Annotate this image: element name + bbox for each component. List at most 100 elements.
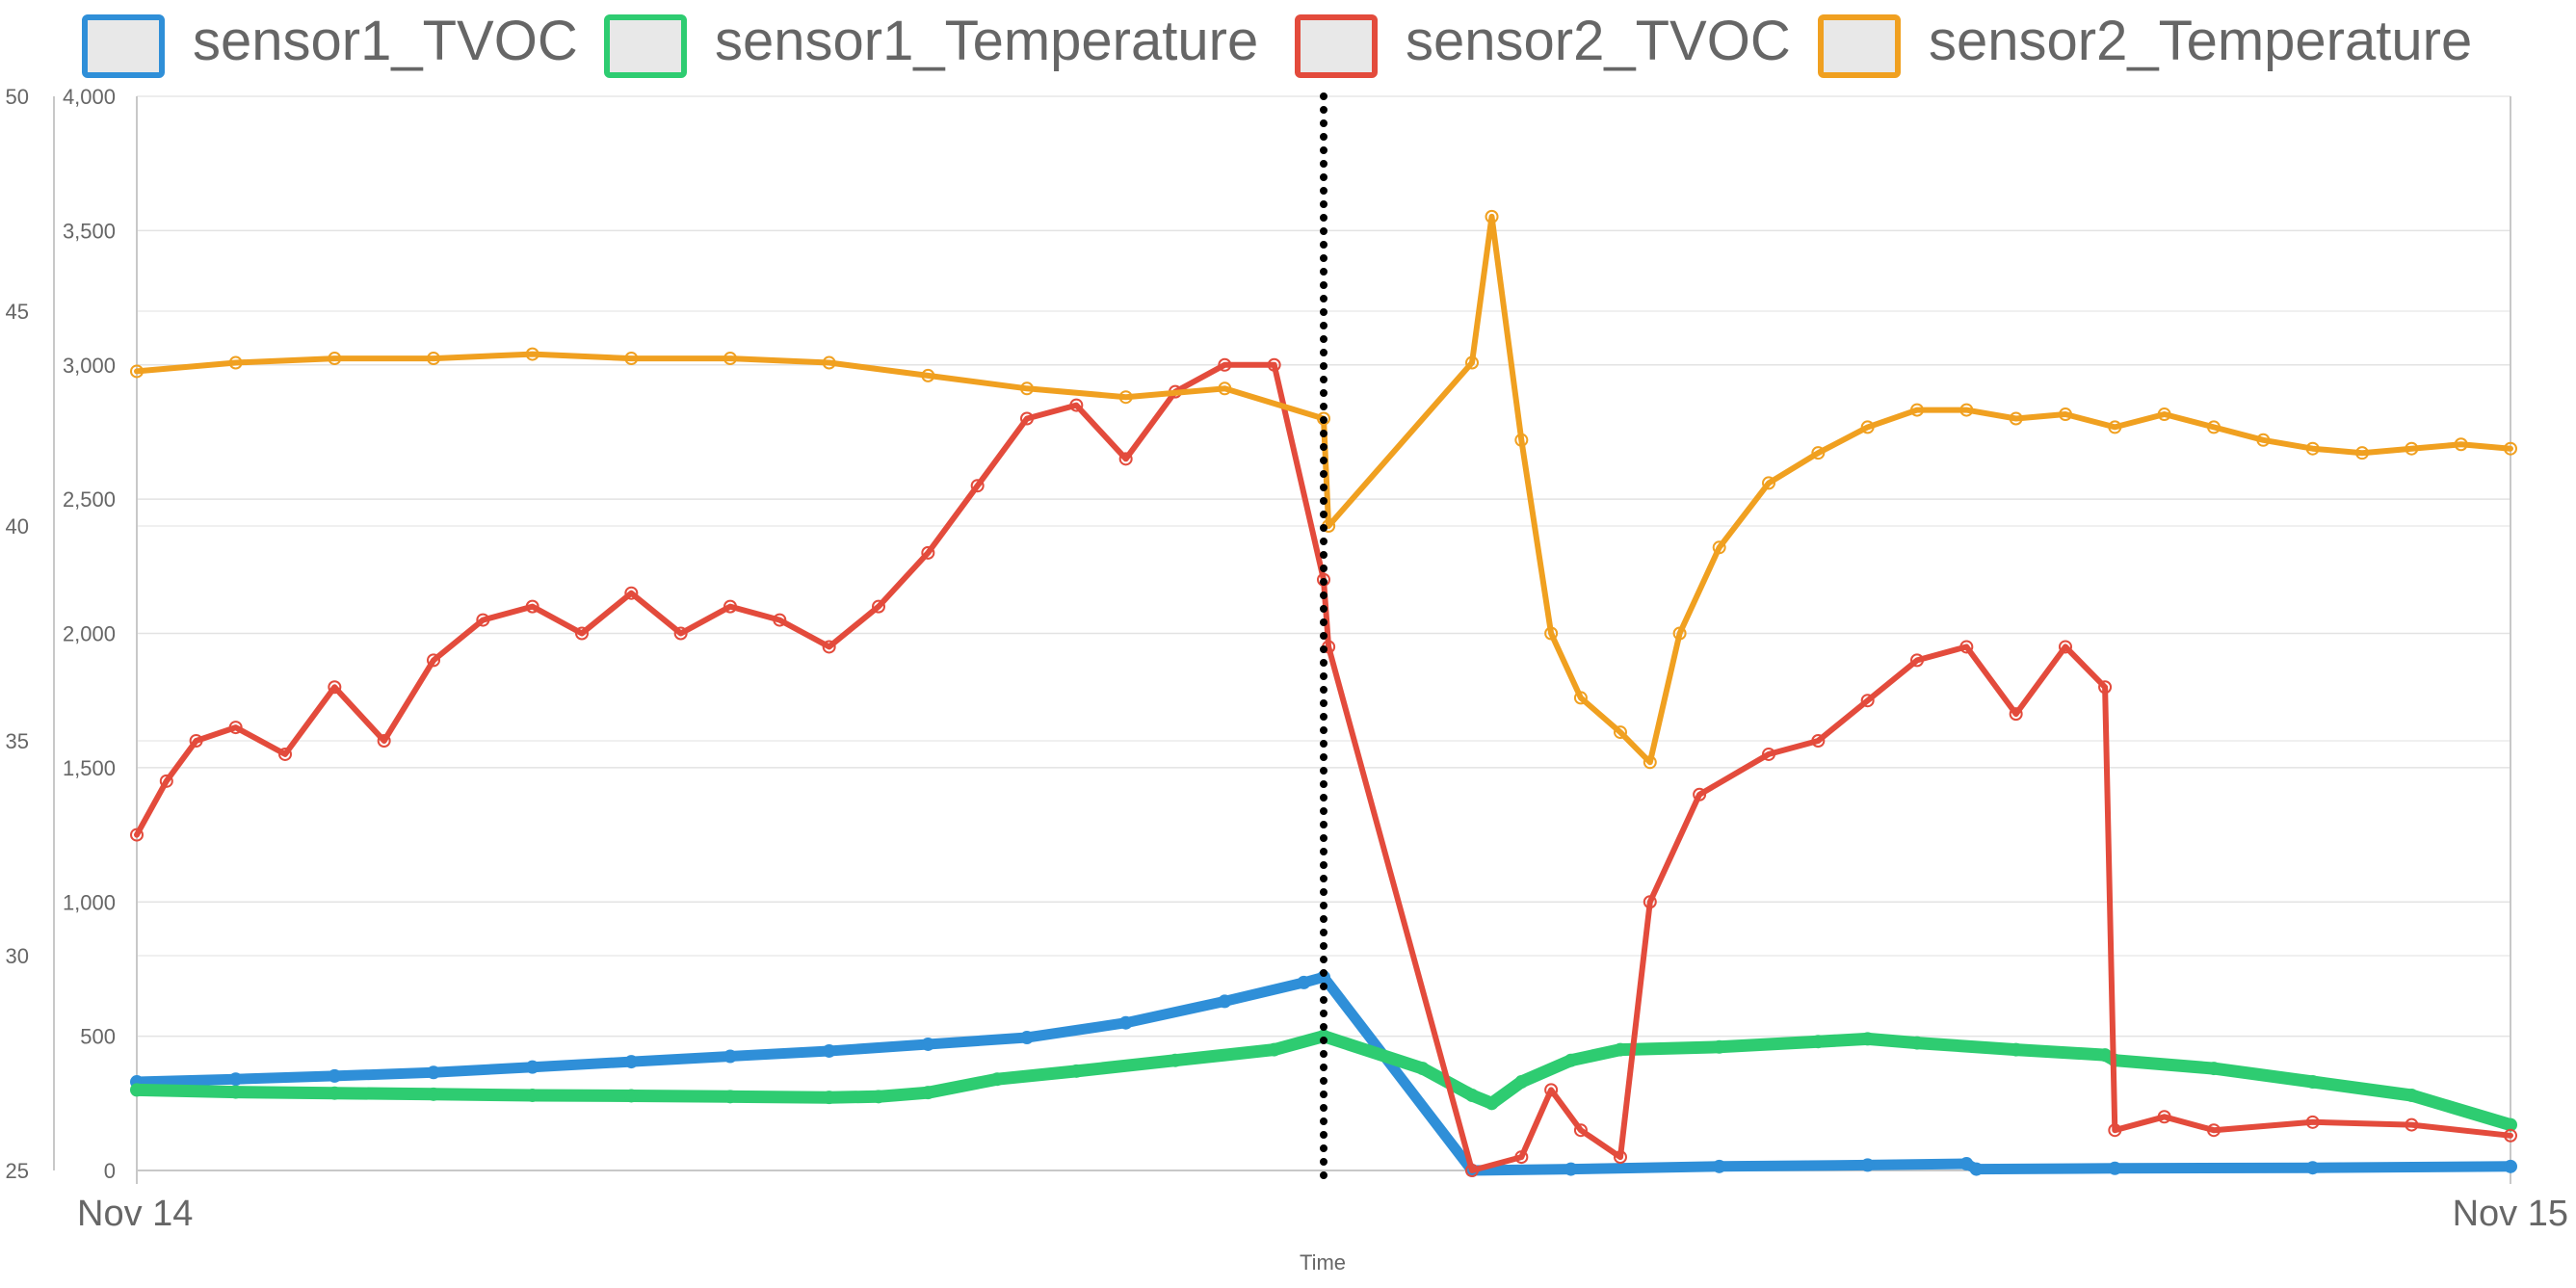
data-point-sensor1_Temperature	[1485, 1096, 1499, 1111]
data-point-sensor1_TVOC	[2504, 1159, 2517, 1173]
data-point-sensor2_Temperature	[1514, 433, 1529, 447]
y-left-tick-label: 40	[6, 514, 29, 539]
series-line-sensor2_TVOC	[134, 361, 2513, 1173]
data-point-sensor2_Temperature	[2059, 407, 2072, 422]
data-point-sensor1_Temperature	[1169, 1053, 1182, 1067]
legend-label[interactable]: sensor1_TVOC	[193, 10, 578, 72]
legend-item-sensor2_Temperature[interactable]: sensor2_Temperature	[1818, 10, 2472, 78]
legend-label[interactable]: sensor2_Temperature	[1929, 10, 2472, 72]
data-point-sensor1_TVOC	[1712, 1159, 1726, 1173]
data-point-sensor2_Temperature	[1811, 446, 1826, 460]
y-left-tick-label: 25	[6, 1159, 29, 1183]
y-right-tick-label: 2,500	[63, 487, 116, 512]
data-point-sensor2_TVOC	[525, 599, 539, 614]
data-point-sensor2_Temperature	[1118, 390, 1133, 405]
data-point-sensor1_Temperature	[1415, 1062, 1430, 1076]
data-point-sensor2_TVOC	[328, 680, 342, 695]
data-point-sensor1_TVOC	[2305, 1161, 2320, 1175]
series-lines	[130, 209, 2517, 1177]
legend-swatch[interactable]	[604, 14, 687, 78]
y-right-tick-label: 500	[80, 1025, 116, 1049]
y-right-tick-label: 2,000	[63, 622, 116, 646]
x-tick-label: Nov 14	[77, 1194, 193, 1234]
legend-item-sensor1_TVOC[interactable]: sensor1_TVOC	[82, 10, 578, 78]
data-point-sensor2_TVOC	[2504, 1128, 2517, 1143]
y-left-tick-label: 50	[6, 85, 29, 109]
data-point-sensor1_Temperature	[1267, 1042, 1281, 1057]
legend-label[interactable]: sensor1_Temperature	[715, 10, 1258, 72]
y-right-tick-label: 0	[104, 1159, 116, 1183]
data-point-sensor2_TVOC	[723, 599, 737, 614]
legend[interactable]: sensor1_TVOC sensor1_Temperature sensor2_T…	[82, 10, 2472, 78]
data-point-sensor2_TVOC	[2059, 640, 2072, 654]
data-point-sensor2_Temperature	[2504, 441, 2517, 456]
legend-item-sensor1_Temperature[interactable]: sensor1_Temperature	[604, 10, 1258, 78]
data-point-sensor2_Temperature	[2405, 441, 2419, 456]
data-point-sensor2_Temperature	[921, 368, 935, 382]
data-point-sensor1_Temperature	[624, 1089, 639, 1103]
data-point-sensor1_TVOC	[1860, 1158, 1875, 1172]
data-point-sensor2_TVOC	[1643, 895, 1657, 909]
data-point-sensor1_Temperature	[1712, 1039, 1726, 1054]
data-point-sensor2_Temperature	[1959, 403, 1974, 417]
data-point-sensor1_TVOC	[525, 1060, 539, 1074]
data-point-sensor1_TVOC	[624, 1055, 639, 1069]
data-point-sensor2_Temperature	[228, 355, 243, 370]
data-point-sensor1_TVOC	[822, 1043, 836, 1058]
data-point-sensor2_Temperature	[1317, 411, 1330, 426]
y-left-tick-label: 30	[6, 944, 29, 968]
data-point-sensor2_Temperature	[328, 352, 342, 366]
data-point-sensor1_Temperature	[990, 1072, 1005, 1087]
y-right-tick-label: 3,000	[63, 354, 116, 378]
data-point-sensor2_Temperature	[1544, 626, 1559, 641]
data-point-sensor2_TVOC	[773, 613, 787, 627]
data-point-sensor2_Temperature	[130, 364, 144, 379]
data-point-sensor2_TVOC	[822, 640, 836, 654]
data-point-sensor2_Temperature	[1712, 540, 1726, 555]
data-point-sensor1_Temperature	[1860, 1032, 1875, 1046]
data-point-sensor1_TVOC	[921, 1037, 935, 1051]
data-point-sensor2_Temperature	[2305, 441, 2320, 456]
data-point-sensor1_Temperature	[1514, 1075, 1529, 1090]
data-point-sensor1_Temperature	[2207, 1062, 2221, 1076]
y-left-tick-label: 45	[6, 300, 29, 324]
data-point-sensor1_TVOC	[1297, 975, 1311, 989]
legend-swatch[interactable]	[1818, 14, 1901, 78]
data-point-sensor2_TVOC	[673, 626, 688, 641]
data-point-sensor1_TVOC	[427, 1065, 440, 1080]
data-point-sensor2_TVOC	[1218, 357, 1232, 372]
legend-item-sensor2_TVOC[interactable]: sensor2_TVOC	[1295, 10, 1791, 78]
data-point-sensor2_TVOC	[377, 734, 391, 748]
x-axis-title: Time	[1300, 1250, 1346, 1275]
data-point-sensor1_Temperature	[1614, 1042, 1627, 1057]
data-point-sensor2_Temperature	[723, 352, 737, 366]
data-point-sensor1_TVOC	[1118, 1015, 1133, 1030]
data-point-sensor2_Temperature	[2355, 446, 2369, 460]
data-point-sensor1_TVOC	[723, 1049, 737, 1064]
data-point-sensor2_Temperature	[2256, 433, 2271, 447]
data-point-sensor2_TVOC	[2157, 1110, 2171, 1124]
legend-swatch[interactable]	[1295, 14, 1378, 78]
legend-swatch[interactable]	[82, 14, 165, 78]
data-point-sensor2_Temperature	[1910, 403, 1924, 417]
data-point-sensor2_TVOC	[1573, 1123, 1588, 1138]
data-point-sensor1_TVOC	[1969, 1162, 1984, 1176]
data-point-sensor2_Temperature	[2108, 420, 2122, 434]
axes: 0 500 1,000 1,500 2,000 2,500 3,000 3,500 4,000 2…	[6, 85, 2568, 1234]
data-point-sensor1_TVOC	[2108, 1161, 2122, 1175]
data-point-sensor2_TVOC	[476, 613, 490, 627]
data-point-sensor1_Temperature	[2405, 1088, 2419, 1102]
data-point-sensor2_Temperature	[1762, 476, 1775, 490]
data-point-sensor1_TVOC	[1218, 994, 1232, 1009]
data-point-sensor2_TVOC	[575, 626, 589, 641]
data-point-sensor1_TVOC	[328, 1068, 342, 1083]
data-point-sensor2_Temperature	[1573, 691, 1588, 705]
data-point-sensor1_Temperature	[228, 1085, 243, 1099]
legend-label[interactable]: sensor2_TVOC	[1406, 10, 1791, 72]
data-point-sensor1_Temperature	[1910, 1036, 1924, 1050]
y-left-tick-label: 35	[6, 729, 29, 753]
data-point-sensor2_TVOC	[1069, 398, 1084, 412]
data-point-sensor2_TVOC	[1465, 1164, 1479, 1177]
